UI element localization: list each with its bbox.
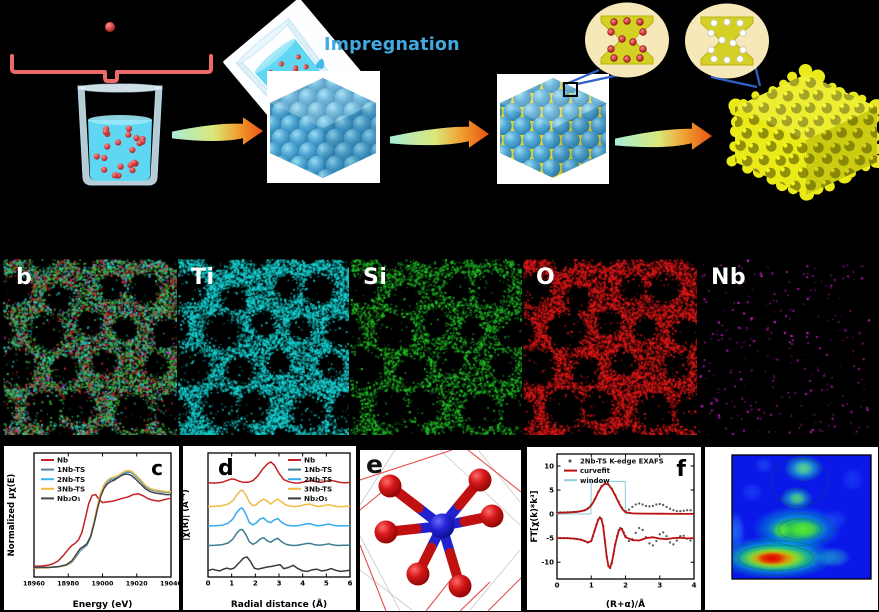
svg-text:Nb: Nb: [304, 456, 315, 465]
eds-canvas-nb: [698, 259, 870, 435]
svg-text:Energy (eV): Energy (eV): [73, 600, 133, 610]
svg-text:window: window: [580, 477, 610, 485]
process-arrow-icon: [172, 117, 263, 145]
eds-map-nb: Nb: [698, 259, 870, 435]
svg-text:Nb₂O₅: Nb₂O₅: [57, 494, 81, 503]
svg-text:19040: 19040: [160, 581, 179, 588]
svg-text:d: d: [218, 456, 234, 481]
precursor-sphere-icon: [105, 22, 115, 32]
eds-map-si: Si: [350, 259, 522, 435]
svg-text:2Nb-TS: 2Nb-TS: [57, 475, 85, 484]
svg-text:Radial distance (Å): Radial distance (Å): [231, 599, 327, 610]
eds-label-si: Si: [363, 265, 388, 290]
synthesis-scheme-panel: Impregnation: [0, 0, 879, 256]
exafs-fit-chart-panel: 0 1 2 3 4 -10 -5 0 5 10 (R+α)/Å FT[χ(k)*k³] 2Nb-TS K…: [527, 447, 701, 610]
svg-text:18980: 18980: [57, 581, 80, 588]
process-arrow-icon: [615, 122, 712, 150]
process-arrow-icon: [390, 120, 489, 148]
svg-text:Normalized μχ(E): Normalized μχ(E): [7, 474, 17, 557]
eds-label-o: O: [536, 265, 556, 290]
pore-inset-empty-graphic: [685, 3, 769, 79]
svg-text:-10: -10: [541, 559, 554, 567]
svg-text:(R+α)/Å: (R+α)/Å: [606, 599, 645, 610]
svg-text:4: 4: [300, 580, 305, 588]
eds-canvas-o: [523, 259, 697, 435]
svg-text:2: 2: [623, 582, 628, 590]
svg-text:3: 3: [657, 582, 662, 590]
svg-text:1Nb-TS: 1Nb-TS: [304, 465, 332, 474]
svg-text:Nb₂O₅: Nb₂O₅: [304, 494, 328, 503]
svg-text:2: 2: [253, 580, 258, 588]
svg-text:2Nb-TS: 2Nb-TS: [304, 475, 332, 484]
svg-text:18960: 18960: [23, 581, 46, 588]
svg-text:19000: 19000: [92, 581, 115, 588]
svg-text:3Nb-TS: 3Nb-TS: [304, 484, 332, 493]
eds-label-ti: Ti: [191, 265, 215, 290]
eds-label-b: b: [16, 265, 33, 290]
svg-text:6: 6: [348, 580, 353, 588]
zoom-region-marker: [563, 82, 578, 97]
svg-text:5: 5: [324, 580, 329, 588]
exafs-radial-chart-panel: 0 1 2 3 4 5 6 Radial distance (Å) |χ(R)| (Å⁻⁴) Nb…: [180, 446, 356, 610]
eds-map-ti: Ti: [178, 259, 349, 435]
svg-text:FT[χ(k)*k³]: FT[χ(k)*k³]: [530, 490, 540, 542]
svg-text:0: 0: [555, 582, 560, 590]
svg-text:f: f: [676, 457, 686, 482]
svg-text:curvefit: curvefit: [580, 467, 611, 475]
liquid-drop-icon: [316, 58, 325, 69]
precursor-beaker-graphic: [77, 83, 163, 186]
eds-canvas-composite: [3, 259, 177, 435]
svg-text:0: 0: [206, 580, 211, 588]
eds-canvas-si: [350, 259, 522, 435]
wavelet-transform-panel: [705, 447, 878, 610]
xanes-chart-panel: 18960 18980 19000 19020 19040 Energy (eV) Norm…: [4, 446, 183, 610]
svg-text:4: 4: [692, 582, 697, 590]
eds-canvas-ti: [178, 259, 349, 435]
panel-letter-e: e: [366, 450, 383, 479]
octahedron-model-graphic: [359, 449, 522, 612]
eds-map-o: O: [523, 259, 697, 435]
impregnation-label: Impregnation: [324, 35, 460, 55]
svg-text:5: 5: [549, 486, 554, 494]
svg-text:|χ(R)| (Å⁻⁴): |χ(R)| (Å⁻⁴): [183, 489, 191, 541]
svg-text:Nb: Nb: [57, 456, 68, 465]
svg-text:3Nb-TS: 3Nb-TS: [57, 484, 85, 493]
svg-text:10: 10: [544, 462, 554, 470]
svg-text:1Nb-TS: 1Nb-TS: [57, 465, 85, 474]
svg-text:3: 3: [277, 580, 282, 588]
grouping-bracket: [10, 54, 213, 83]
svg-text:1: 1: [229, 580, 234, 588]
structure-model-panel: e: [359, 449, 522, 612]
svg-text:2Nb-TS K-edge EXAFS: 2Nb-TS K-edge EXAFS: [580, 458, 664, 466]
svg-text:19020: 19020: [126, 581, 149, 588]
svg-text:-5: -5: [546, 535, 554, 543]
eds-map-composite: b: [3, 259, 177, 435]
svg-text:c: c: [151, 456, 163, 480]
eds-label-nb: Nb: [711, 265, 747, 290]
svg-text:0: 0: [549, 510, 554, 518]
synthesis-scheme-graphic: [10, 0, 879, 201]
pore-inset-with-nb-graphic: [585, 2, 669, 78]
svg-text:1: 1: [589, 582, 594, 590]
